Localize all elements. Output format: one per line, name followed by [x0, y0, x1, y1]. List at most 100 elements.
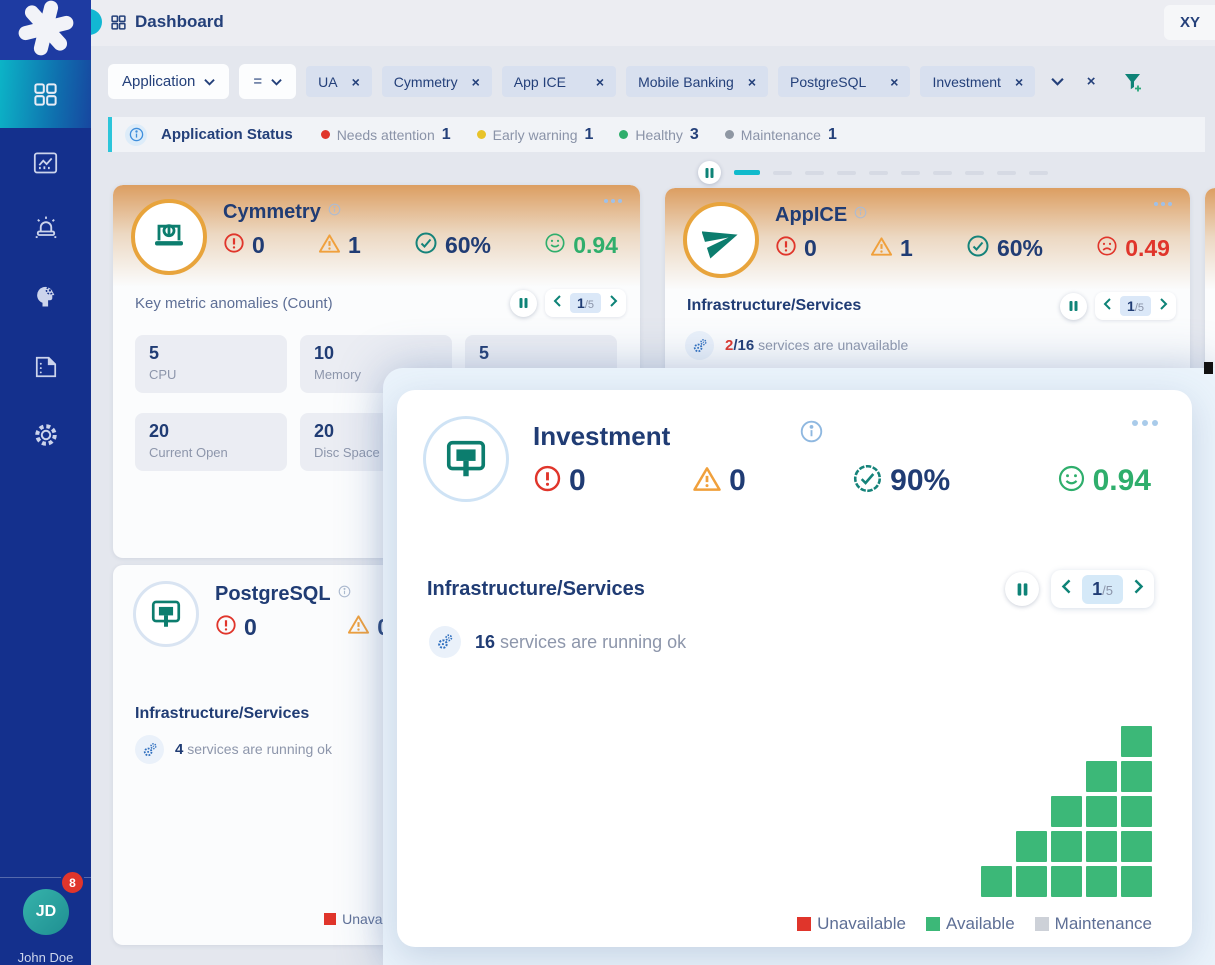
info-icon[interactable]	[125, 124, 147, 146]
warning-count: 0	[729, 464, 746, 498]
chip-close-icon[interactable]: ×	[748, 74, 756, 90]
info-icon[interactable]	[328, 203, 341, 216]
card-investment-overlay[interactable]: Investment 0 0	[397, 390, 1192, 947]
pause-button[interactable]	[1060, 293, 1087, 320]
service-square[interactable]	[1121, 796, 1152, 827]
info-icon[interactable]	[800, 420, 823, 448]
info-icon[interactable]	[338, 585, 351, 598]
carousel-dash[interactable]	[997, 171, 1016, 175]
user-avatar[interactable]: JD	[23, 889, 69, 935]
cards-carousel-controls	[698, 161, 1048, 184]
chip-close-icon[interactable]: ×	[472, 74, 480, 90]
service-square[interactable]	[1051, 831, 1082, 862]
service-square[interactable]	[1016, 866, 1047, 897]
service-square[interactable]	[981, 866, 1012, 897]
metric-tile[interactable]: 5 CPU	[135, 335, 287, 393]
chip-close-icon[interactable]: ×	[352, 74, 360, 90]
carousel-dash[interactable]	[965, 171, 984, 175]
notification-badge[interactable]: 8	[60, 870, 85, 895]
service-square[interactable]	[1051, 866, 1082, 897]
service-square[interactable]	[1051, 796, 1082, 827]
service-square[interactable]	[1121, 761, 1152, 792]
pager-prev-icon[interactable]	[1061, 579, 1072, 599]
carousel-dash[interactable]	[734, 170, 760, 175]
page-title: Dashboard	[135, 12, 224, 32]
carousel-dash[interactable]	[773, 171, 792, 175]
chips-expand-button[interactable]	[1045, 70, 1069, 94]
health-score-stat: 0.49	[1096, 234, 1170, 263]
add-filter-funnel-icon[interactable]	[1121, 70, 1145, 94]
card-menu-button[interactable]	[1132, 420, 1158, 426]
service-square[interactable]	[1086, 866, 1117, 897]
service-square[interactable]	[1016, 831, 1047, 862]
top-right-button[interactable]: XY	[1164, 5, 1215, 40]
sidebar-item-dashboard[interactable]	[0, 60, 91, 128]
chip-label: Investment	[932, 74, 1000, 90]
sidebar-item-settings[interactable]	[0, 412, 91, 458]
filter-chip[interactable]: App ICE ×	[502, 66, 616, 97]
filter-operator-dropdown[interactable]: =	[239, 64, 296, 99]
carousel-dash[interactable]	[1029, 171, 1048, 175]
pager-next-icon[interactable]	[609, 294, 618, 312]
critical-circle-icon	[533, 464, 562, 498]
carousel-pause-button[interactable]	[698, 161, 721, 184]
sidebar-item-alerts[interactable]	[0, 205, 91, 251]
service-square[interactable]	[1121, 726, 1152, 757]
dashboard-grid-small-icon	[110, 14, 127, 31]
card-menu-button[interactable]	[1154, 202, 1172, 206]
critical-count-stat: 0	[533, 463, 586, 499]
filter-chip[interactable]: Investment ×	[920, 66, 1035, 97]
carousel-dash[interactable]	[869, 171, 888, 175]
tile-value: 10	[314, 343, 438, 364]
service-square[interactable]	[1086, 831, 1117, 862]
section-title: Infrastructure/Services	[687, 297, 861, 315]
cymmetry-app-icon	[131, 199, 207, 275]
sidebar-item-analytics[interactable]	[0, 140, 91, 186]
services-status-row: 4 services are running ok	[135, 735, 332, 764]
legend-label: Unavailable	[817, 914, 906, 934]
chip-label: UA	[318, 74, 337, 90]
carousel-dash[interactable]	[805, 171, 824, 175]
pager-prev-icon[interactable]	[1103, 297, 1112, 315]
carousel-dash[interactable]	[901, 171, 920, 175]
service-square[interactable]	[1121, 831, 1152, 862]
head-gear-icon	[32, 282, 60, 310]
filter-chip[interactable]: Cymmetry ×	[382, 66, 492, 97]
filter-chip[interactable]: UA ×	[306, 66, 372, 97]
investment-app-icon	[423, 416, 509, 502]
chip-close-icon[interactable]: ×	[1015, 74, 1023, 90]
attention-gradient-header	[1205, 188, 1215, 290]
filter-bar: Application = UA × Cymmetry × App ICE × …	[108, 64, 1145, 99]
filter-chip[interactable]: Mobile Banking ×	[626, 66, 768, 97]
carousel-dash[interactable]	[837, 171, 856, 175]
pager-prev-icon[interactable]	[553, 294, 562, 312]
tile-label: CPU	[149, 367, 273, 382]
service-square[interactable]	[1121, 866, 1152, 897]
happy-face-icon	[1057, 464, 1086, 498]
card-menu-button[interactable]	[604, 199, 622, 203]
filter-field-label: Application	[122, 73, 195, 90]
carousel-dash[interactable]	[933, 171, 952, 175]
availability-grid-column	[1121, 726, 1152, 897]
service-square[interactable]	[1086, 796, 1117, 827]
tile-value: 20	[149, 421, 273, 442]
critical-count-stat: 0	[215, 613, 257, 641]
pause-button[interactable]	[510, 290, 537, 317]
pause-button[interactable]	[1005, 572, 1039, 606]
pager-next-icon[interactable]	[1159, 297, 1168, 315]
sidebar-item-ai-insights[interactable]	[0, 273, 91, 319]
metric-tile[interactable]: 20 Current Open	[135, 413, 287, 471]
services-gear-icon	[429, 626, 461, 658]
clear-filters-button[interactable]: ×	[1079, 70, 1103, 94]
filter-chip[interactable]: PostgreSQL ×	[778, 66, 910, 97]
chip-close-icon[interactable]: ×	[596, 74, 604, 90]
mouse-cursor	[1204, 362, 1213, 374]
service-square[interactable]	[1086, 761, 1117, 792]
pager-next-icon[interactable]	[1133, 579, 1144, 599]
info-icon[interactable]	[854, 206, 867, 219]
filter-field-dropdown[interactable]: Application	[108, 64, 229, 99]
chip-close-icon[interactable]: ×	[890, 74, 898, 90]
availability-value: 60%	[445, 232, 491, 259]
sidebar-item-reports[interactable]	[0, 344, 91, 390]
app-logo[interactable]	[0, 0, 91, 60]
